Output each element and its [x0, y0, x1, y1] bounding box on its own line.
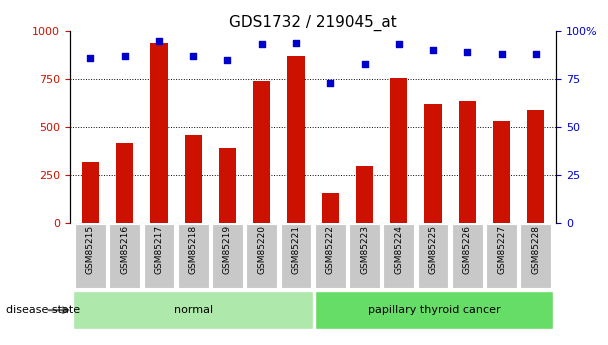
Bar: [527, 110, 544, 223]
Point: [291, 40, 301, 45]
Point: [86, 55, 95, 61]
FancyBboxPatch shape: [520, 225, 551, 288]
Text: disease state: disease state: [6, 305, 80, 315]
Bar: [116, 144, 133, 223]
Bar: [82, 162, 99, 223]
Text: GSM85218: GSM85218: [188, 225, 198, 274]
FancyBboxPatch shape: [452, 225, 483, 288]
Text: GSM85225: GSM85225: [429, 225, 438, 274]
Bar: [356, 166, 373, 223]
Point: [188, 53, 198, 59]
FancyBboxPatch shape: [212, 225, 243, 288]
Bar: [185, 135, 202, 223]
Point: [394, 42, 404, 47]
FancyBboxPatch shape: [143, 225, 174, 288]
Text: GSM85216: GSM85216: [120, 225, 130, 274]
Text: GSM85215: GSM85215: [86, 225, 95, 274]
Point: [154, 38, 164, 43]
Text: GSM85221: GSM85221: [291, 225, 300, 274]
Bar: [288, 56, 305, 223]
FancyBboxPatch shape: [74, 291, 313, 329]
Text: GSM85219: GSM85219: [223, 225, 232, 274]
Point: [497, 51, 506, 57]
Point: [531, 51, 541, 57]
Bar: [390, 78, 407, 223]
Point: [120, 53, 130, 59]
Point: [463, 49, 472, 55]
Text: GSM85226: GSM85226: [463, 225, 472, 274]
Title: GDS1732 / 219045_at: GDS1732 / 219045_at: [229, 15, 397, 31]
Bar: [150, 42, 168, 223]
Text: GSM85224: GSM85224: [394, 225, 403, 274]
FancyBboxPatch shape: [246, 225, 277, 288]
Text: GSM85228: GSM85228: [531, 225, 541, 274]
Bar: [219, 148, 236, 223]
Text: GSM85223: GSM85223: [360, 225, 369, 274]
Text: GSM85220: GSM85220: [257, 225, 266, 274]
Bar: [253, 81, 271, 223]
FancyBboxPatch shape: [315, 291, 553, 329]
Point: [360, 61, 370, 67]
Point: [428, 48, 438, 53]
Text: GSM85227: GSM85227: [497, 225, 506, 274]
Bar: [322, 193, 339, 223]
Text: GSM85222: GSM85222: [326, 225, 335, 274]
FancyBboxPatch shape: [75, 225, 106, 288]
FancyBboxPatch shape: [383, 225, 414, 288]
Bar: [458, 101, 476, 223]
Bar: [493, 121, 510, 223]
Point: [223, 57, 232, 63]
Bar: [424, 104, 441, 223]
Text: normal: normal: [174, 305, 213, 315]
FancyBboxPatch shape: [486, 225, 517, 288]
Text: papillary thyroid cancer: papillary thyroid cancer: [368, 305, 500, 315]
FancyBboxPatch shape: [349, 225, 380, 288]
FancyBboxPatch shape: [280, 225, 311, 288]
Text: GSM85217: GSM85217: [154, 225, 164, 274]
FancyBboxPatch shape: [109, 225, 140, 288]
FancyBboxPatch shape: [315, 225, 346, 288]
FancyBboxPatch shape: [418, 225, 449, 288]
Point: [257, 42, 266, 47]
FancyBboxPatch shape: [178, 225, 209, 288]
Point: [325, 80, 335, 86]
